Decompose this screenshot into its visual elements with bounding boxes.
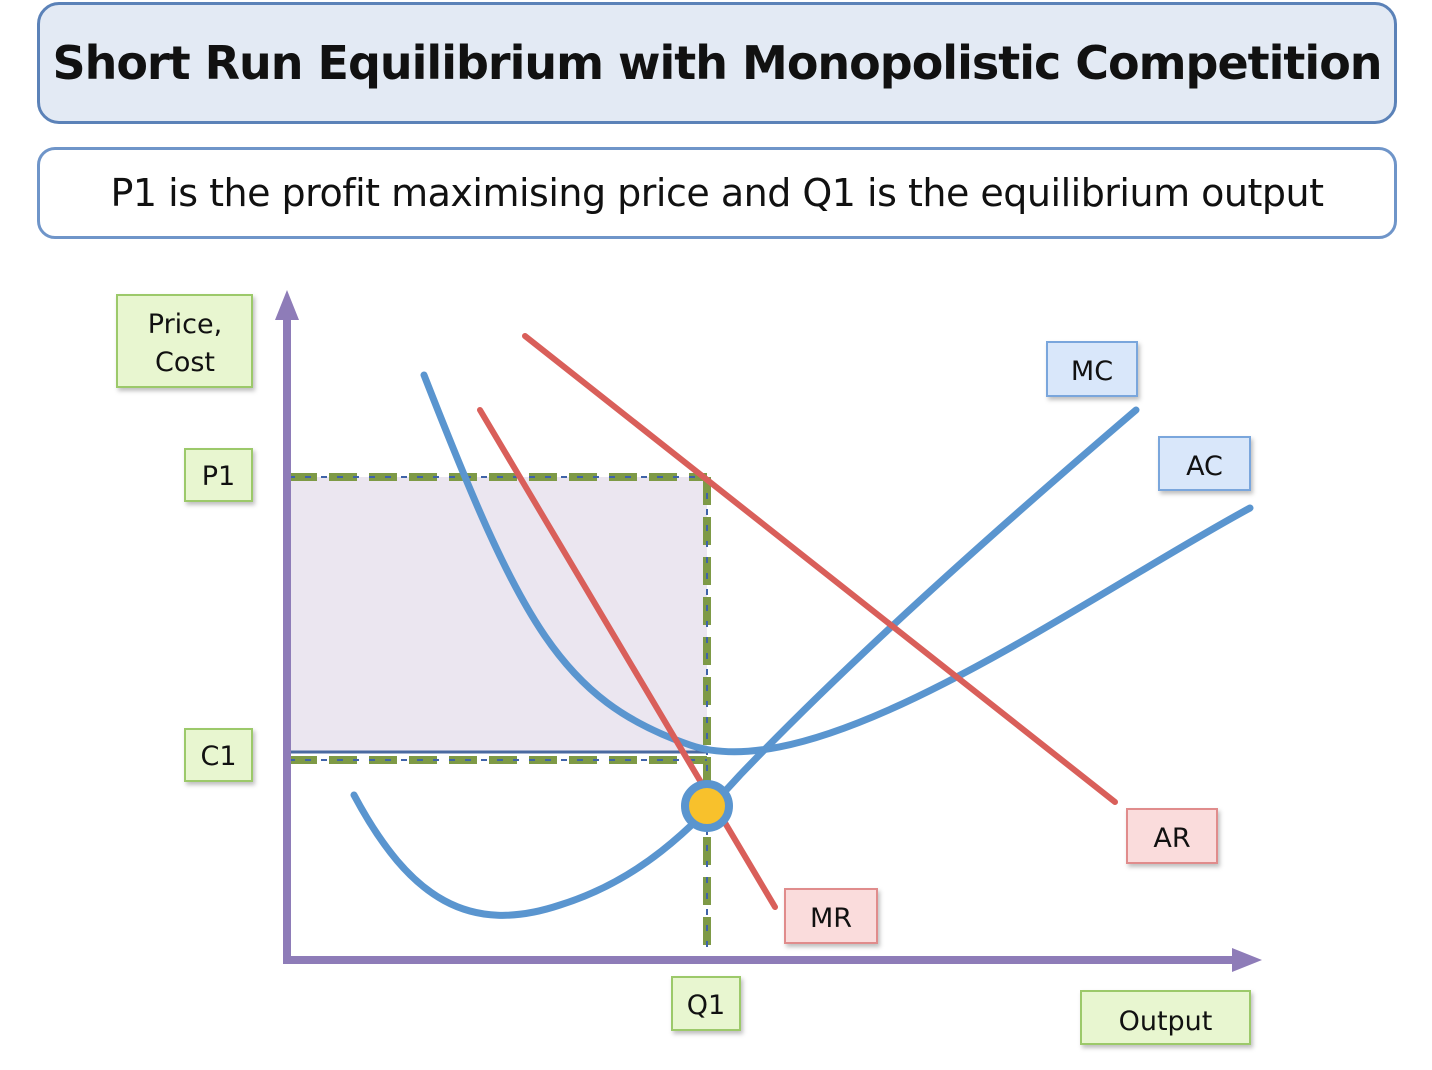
mr-label-box: MR [784, 888, 878, 944]
ac-curve [420, 371, 1254, 756]
mc-label: MC [1071, 356, 1113, 387]
mr-label: MR [810, 903, 852, 934]
ar-curve [522, 333, 1118, 805]
ac-label: AC [1186, 451, 1223, 482]
mr-curve [477, 407, 778, 910]
page-subtitle: P1 is the profit maximising price and Q1… [110, 171, 1324, 215]
profit-area [289, 477, 707, 752]
axes [275, 290, 1262, 972]
guide-lines [289, 473, 711, 955]
x-axis-label: Output [1119, 1006, 1213, 1037]
q1-label: Q1 [687, 990, 725, 1021]
mc-label-box: MC [1046, 341, 1138, 397]
c1-label: C1 [200, 741, 236, 772]
q1-label-box: Q1 [671, 976, 741, 1031]
c1-label-box: C1 [184, 728, 253, 782]
p1-label-box: P1 [184, 448, 253, 502]
y-axis-label-box: Price, Cost [116, 294, 253, 388]
equilibrium-point [681, 780, 733, 832]
x-axis-arrow [1232, 948, 1262, 972]
subtitle-box: P1 is the profit maximising price and Q1… [37, 147, 1397, 239]
p1-label: P1 [202, 461, 235, 492]
x-axis-label-box: Output [1080, 990, 1251, 1045]
y-axis-arrow [275, 290, 299, 320]
ar-label-box: AR [1126, 808, 1218, 864]
y-axis-label-line2: Cost [155, 347, 215, 378]
ac-label-box: AC [1158, 436, 1251, 491]
page-title: Short Run Equilibrium with Monopolistic … [52, 36, 1382, 90]
title-box: Short Run Equilibrium with Monopolistic … [37, 2, 1397, 124]
ar-label: AR [1153, 823, 1190, 854]
y-axis-label-line1: Price, [148, 309, 222, 340]
